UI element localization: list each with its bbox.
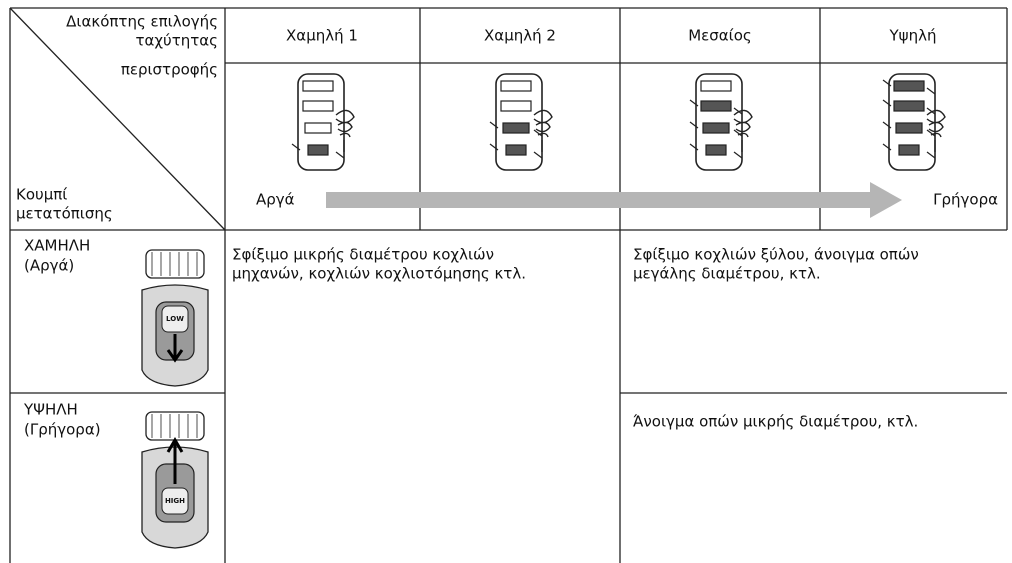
indicator-ray xyxy=(335,151,345,159)
indicator-ray xyxy=(882,121,892,129)
indicator-bar xyxy=(500,80,532,92)
use-text: Άνοιγμα οπών μικρής διαμέτρου, κτλ. xyxy=(633,413,918,431)
indicator-bar xyxy=(705,144,727,156)
indicator-ray xyxy=(533,129,543,137)
speed-indicator xyxy=(291,73,355,171)
indicator-ray xyxy=(689,99,699,107)
indicator-ray xyxy=(926,129,936,137)
button-label: HIGH xyxy=(165,497,185,505)
screw-symbol xyxy=(533,109,553,152)
indicator-bar xyxy=(505,144,527,156)
indicator-bar xyxy=(502,122,530,134)
indicator-bar xyxy=(302,100,334,112)
indicator-ray xyxy=(291,143,301,151)
indicator-ray xyxy=(882,99,892,107)
indicator-bar xyxy=(302,80,334,92)
corner-text: ταχύτητας xyxy=(135,32,218,50)
use-text: μηχανών, κοχλιών κοχλιοτόμησης κτλ. xyxy=(232,265,526,283)
drill-icon: LOW xyxy=(141,249,209,387)
shift-button xyxy=(161,305,189,333)
indicator-ray xyxy=(926,107,936,115)
speed-indicator xyxy=(489,73,553,171)
indicator-ray xyxy=(689,143,699,151)
column-header: Χαμηλή 1 xyxy=(286,27,358,45)
drill-knob xyxy=(145,411,205,441)
speed-indicator xyxy=(882,73,946,171)
screw-symbol xyxy=(335,109,355,152)
indicator-bar xyxy=(700,80,732,92)
indicator-ray xyxy=(926,87,936,95)
indicator-bar xyxy=(702,122,730,134)
indicator-ray xyxy=(489,143,499,151)
indicator-bar xyxy=(895,122,923,134)
indicator-bar xyxy=(304,122,332,134)
indicator-bar xyxy=(898,144,920,156)
row-label: ΧΑΜΗΛΗ xyxy=(24,237,90,255)
indicator-ray xyxy=(733,151,743,159)
use-text: μεγάλης διαμέτρου, κτλ. xyxy=(633,265,821,283)
column-header: Μεσαίος xyxy=(688,27,752,45)
drill-icons: LOW HIGH xyxy=(141,249,209,549)
shift-arrow xyxy=(166,437,184,484)
table-grid xyxy=(9,7,1008,563)
use-text: Σφίξιμο μικρής διαμέτρου κοχλιών xyxy=(232,246,494,264)
drill-icon: HIGH xyxy=(141,411,209,549)
use-text: Σφίξιμο κοχλιών ξύλου, άνοιγμα οπών xyxy=(633,246,919,264)
column-header: Υψηλή xyxy=(889,27,937,45)
arrow-label: Αργά xyxy=(256,191,295,209)
row-label: (Γρήγορα) xyxy=(24,421,101,439)
shift-arrow xyxy=(166,334,184,363)
corner-text: μετατόπισης xyxy=(16,205,113,223)
corner-text: Διακόπτης επιλογής xyxy=(66,13,218,31)
corner-text: Κουμπί xyxy=(16,186,67,204)
indicator-ray xyxy=(689,121,699,129)
indicator-bar xyxy=(893,80,925,92)
arrow-label: Γρήγορα xyxy=(933,191,998,209)
row-label: ΥΨΗΛΗ xyxy=(23,401,78,419)
speed-arrow xyxy=(326,182,902,218)
indicator-ray xyxy=(882,79,892,87)
indicator-ray xyxy=(926,151,936,159)
indicator-bar xyxy=(700,100,732,112)
indicator-bar xyxy=(307,144,329,156)
screw-symbol xyxy=(926,109,946,152)
indicator-bar xyxy=(893,100,925,112)
indicator-ray xyxy=(489,121,499,129)
speed-icons xyxy=(291,73,946,171)
indicator-ray xyxy=(733,107,743,115)
column-header: Χαμηλή 2 xyxy=(484,27,556,45)
speed-indicator xyxy=(689,73,753,171)
indicator-ray xyxy=(533,151,543,159)
corner-text: περιστροφής xyxy=(121,61,218,79)
screw-symbol xyxy=(733,109,753,152)
indicator-ray xyxy=(733,129,743,137)
indicator-ray xyxy=(882,143,892,151)
indicator-bar xyxy=(500,100,532,112)
drill-knob xyxy=(145,249,205,279)
shift-button xyxy=(161,487,189,515)
row-label: (Αργά) xyxy=(24,257,74,275)
button-label: LOW xyxy=(166,315,184,323)
